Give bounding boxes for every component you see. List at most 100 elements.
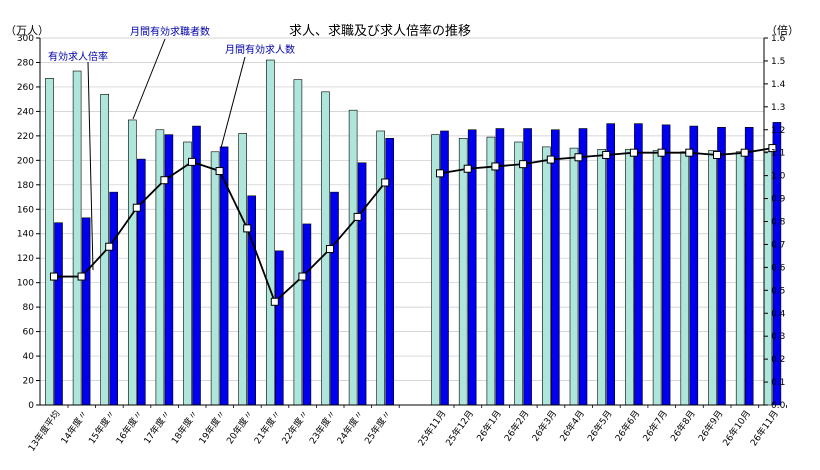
annotation-ratio: 有効求人倍率 [48, 50, 108, 63]
ratio-line-layer [50, 144, 777, 306]
left-tick-label: 240 [17, 107, 34, 117]
bar-offers [137, 158, 146, 406]
left-tick-label: 140 [17, 230, 34, 240]
bar-applicants [376, 130, 386, 406]
right-tick-label: 1.6 [771, 34, 786, 44]
bar-offers [772, 122, 782, 406]
bar-offers [302, 223, 312, 406]
bar-offers [274, 250, 284, 406]
ratio-point [740, 148, 749, 157]
bar-applicants [763, 151, 773, 406]
axes [36, 37, 787, 408]
bar-applicants [735, 151, 745, 406]
category-label: 26年8月 [668, 408, 698, 444]
category-label: 26年10月 [720, 408, 753, 448]
ratio-point [298, 272, 307, 281]
bar-applicants [625, 149, 634, 406]
category-label: 22年度〃 [279, 408, 311, 446]
bar-applicants [652, 150, 662, 406]
ratio-point [602, 150, 611, 159]
leader-line-applicants [132, 38, 166, 120]
ratio-point [326, 245, 334, 254]
left-tick-label: 160 [17, 205, 34, 215]
bar-offers [385, 138, 395, 406]
annotation-offers: 月間有効求人数 [225, 43, 295, 56]
annotation-applicants: 月間有効求職者数 [130, 25, 210, 38]
category-label: 17年度〃 [141, 408, 173, 446]
bar-offers [357, 162, 367, 406]
left-tick-label: 60 [23, 328, 35, 338]
right-tick-label: 1.3 [771, 103, 785, 113]
ratio-point [77, 272, 86, 281]
bar-applicants [183, 141, 192, 406]
bar-offers [578, 128, 588, 406]
left-tick-label: 40 [23, 352, 35, 362]
bar-offers [54, 222, 63, 406]
category-label: 16年度〃 [113, 408, 145, 446]
bar-applicants [541, 146, 551, 406]
right-tick-label: 0.9 [771, 195, 786, 205]
bar-applicants [72, 70, 82, 406]
bar-applicants [680, 151, 690, 406]
left-tick-label: 120 [17, 254, 34, 264]
bar-offers [550, 129, 560, 406]
left-tick-label: 300 [17, 34, 34, 44]
ratio-point [546, 155, 555, 164]
bar-applicants [486, 136, 496, 406]
left-tick-label: 200 [17, 156, 34, 166]
category-label: 26年1月 [474, 408, 504, 444]
bar-applicants [597, 149, 607, 406]
right-tick-label: 1.2 [771, 126, 785, 136]
left-tick-label: 260 [17, 83, 34, 93]
ratio-point [574, 153, 583, 162]
ratio-point [685, 148, 694, 157]
category-label: 19年度〃 [196, 408, 228, 446]
ratio-point [270, 297, 279, 306]
ratio-point [353, 212, 362, 221]
category-label: 23年度〃 [307, 408, 339, 446]
ratio-point [132, 203, 141, 212]
category-label: 26年3月 [529, 408, 559, 444]
ratio-point [160, 176, 169, 185]
ratio-point [657, 148, 666, 157]
left-tick-label: 280 [17, 58, 34, 68]
right-tick-label: 0.0 [771, 401, 786, 411]
right-tick-label: 0.8 [771, 218, 786, 228]
bar-offers [661, 124, 671, 406]
bar-offers [717, 127, 726, 406]
left-tick-label: 20 [23, 377, 35, 387]
ratio-point [188, 157, 196, 166]
right-tick-label: 1.0 [771, 172, 786, 182]
category-label: 18年度〃 [169, 408, 201, 446]
category-label: 26年2月 [502, 408, 532, 444]
category-label: 25年度〃 [362, 408, 394, 446]
ratio-point [381, 178, 390, 187]
category-label: 13年度平均 [25, 408, 62, 454]
bar-applicants [458, 138, 468, 406]
chart-title: 求人、求職及び求人倍率の推移 [289, 23, 471, 39]
right-tick-label: 0.5 [771, 286, 785, 296]
bar-applicants [348, 109, 358, 406]
category-label: 14年度〃 [58, 408, 90, 446]
bar-offers [606, 123, 616, 406]
ratio-point [50, 272, 58, 281]
category-label: 25年11月 [415, 408, 448, 448]
leader-line-offers [220, 56, 246, 149]
bars [45, 59, 782, 406]
leader-line-ratio [87, 61, 94, 271]
right-tick-label: 0.7 [771, 240, 785, 250]
left-tick-label: 100 [17, 279, 34, 289]
left-tick-label: 180 [17, 181, 34, 191]
bar-applicants [45, 78, 54, 406]
ratio-point [768, 144, 777, 153]
ratio-point [629, 148, 638, 157]
right-tick-label: 0.1 [771, 378, 785, 388]
ratio-point [463, 164, 472, 173]
bar-offers [523, 128, 532, 406]
bar-applicants [155, 129, 165, 406]
right-tick-label: 0.2 [771, 355, 785, 365]
category-label: 15年度〃 [86, 408, 118, 446]
bar-offers [330, 191, 339, 406]
right-axis-unit: （倍） [766, 23, 799, 37]
